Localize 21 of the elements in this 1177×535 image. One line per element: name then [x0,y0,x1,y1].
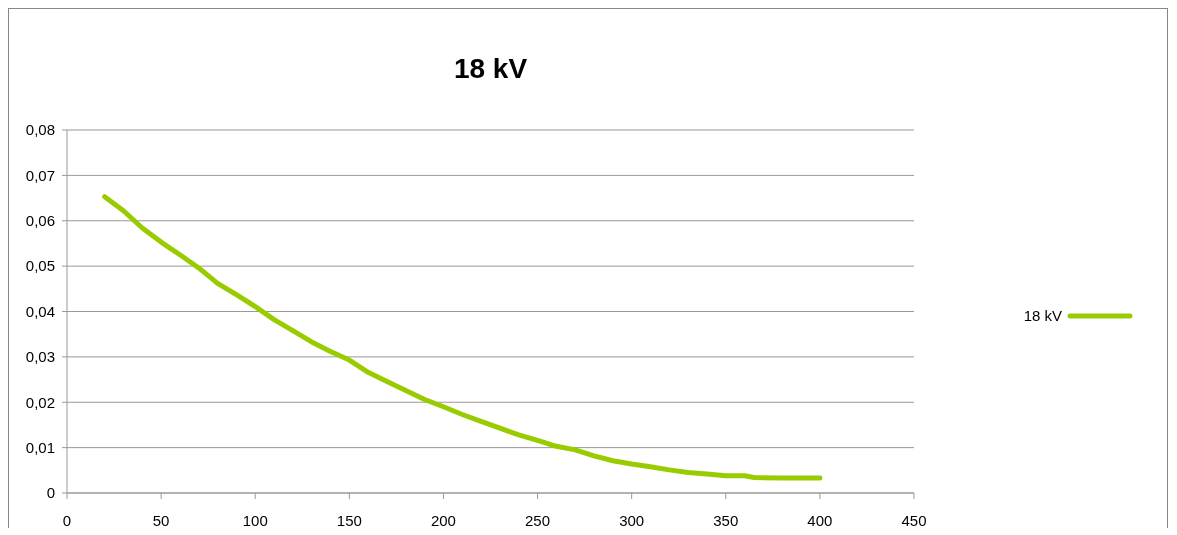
x-tick-label: 250 [525,512,551,529]
y-tick-label: 0,06 [25,212,55,229]
y-tick-label: 0,01 [25,438,55,456]
x-tick-label: 100 [242,512,268,529]
y-tick-label: 0,02 [25,393,55,411]
x-tick-label: 200 [430,512,456,529]
x-tick-label: 0 [62,512,72,529]
x-tick-label: 350 [713,512,739,529]
y-tick-label: 0,03 [25,348,55,366]
y-tick-label: 0,04 [25,302,55,320]
chart-title: 18 kV [453,53,528,84]
x-tick-label: 50 [152,512,170,529]
x-tick-label: 450 [901,512,927,529]
legend-label: 18 kV [1023,307,1062,325]
y-tick-label: 0,07 [25,166,55,184]
y-tick-label: 0 [46,484,55,502]
x-tick-label: 300 [619,512,645,529]
x-tick-label: 400 [807,512,833,529]
x-tick-label: 150 [336,512,362,529]
y-tick-label: 0,08 [25,121,55,139]
y-tick-label: 0,05 [25,257,55,275]
